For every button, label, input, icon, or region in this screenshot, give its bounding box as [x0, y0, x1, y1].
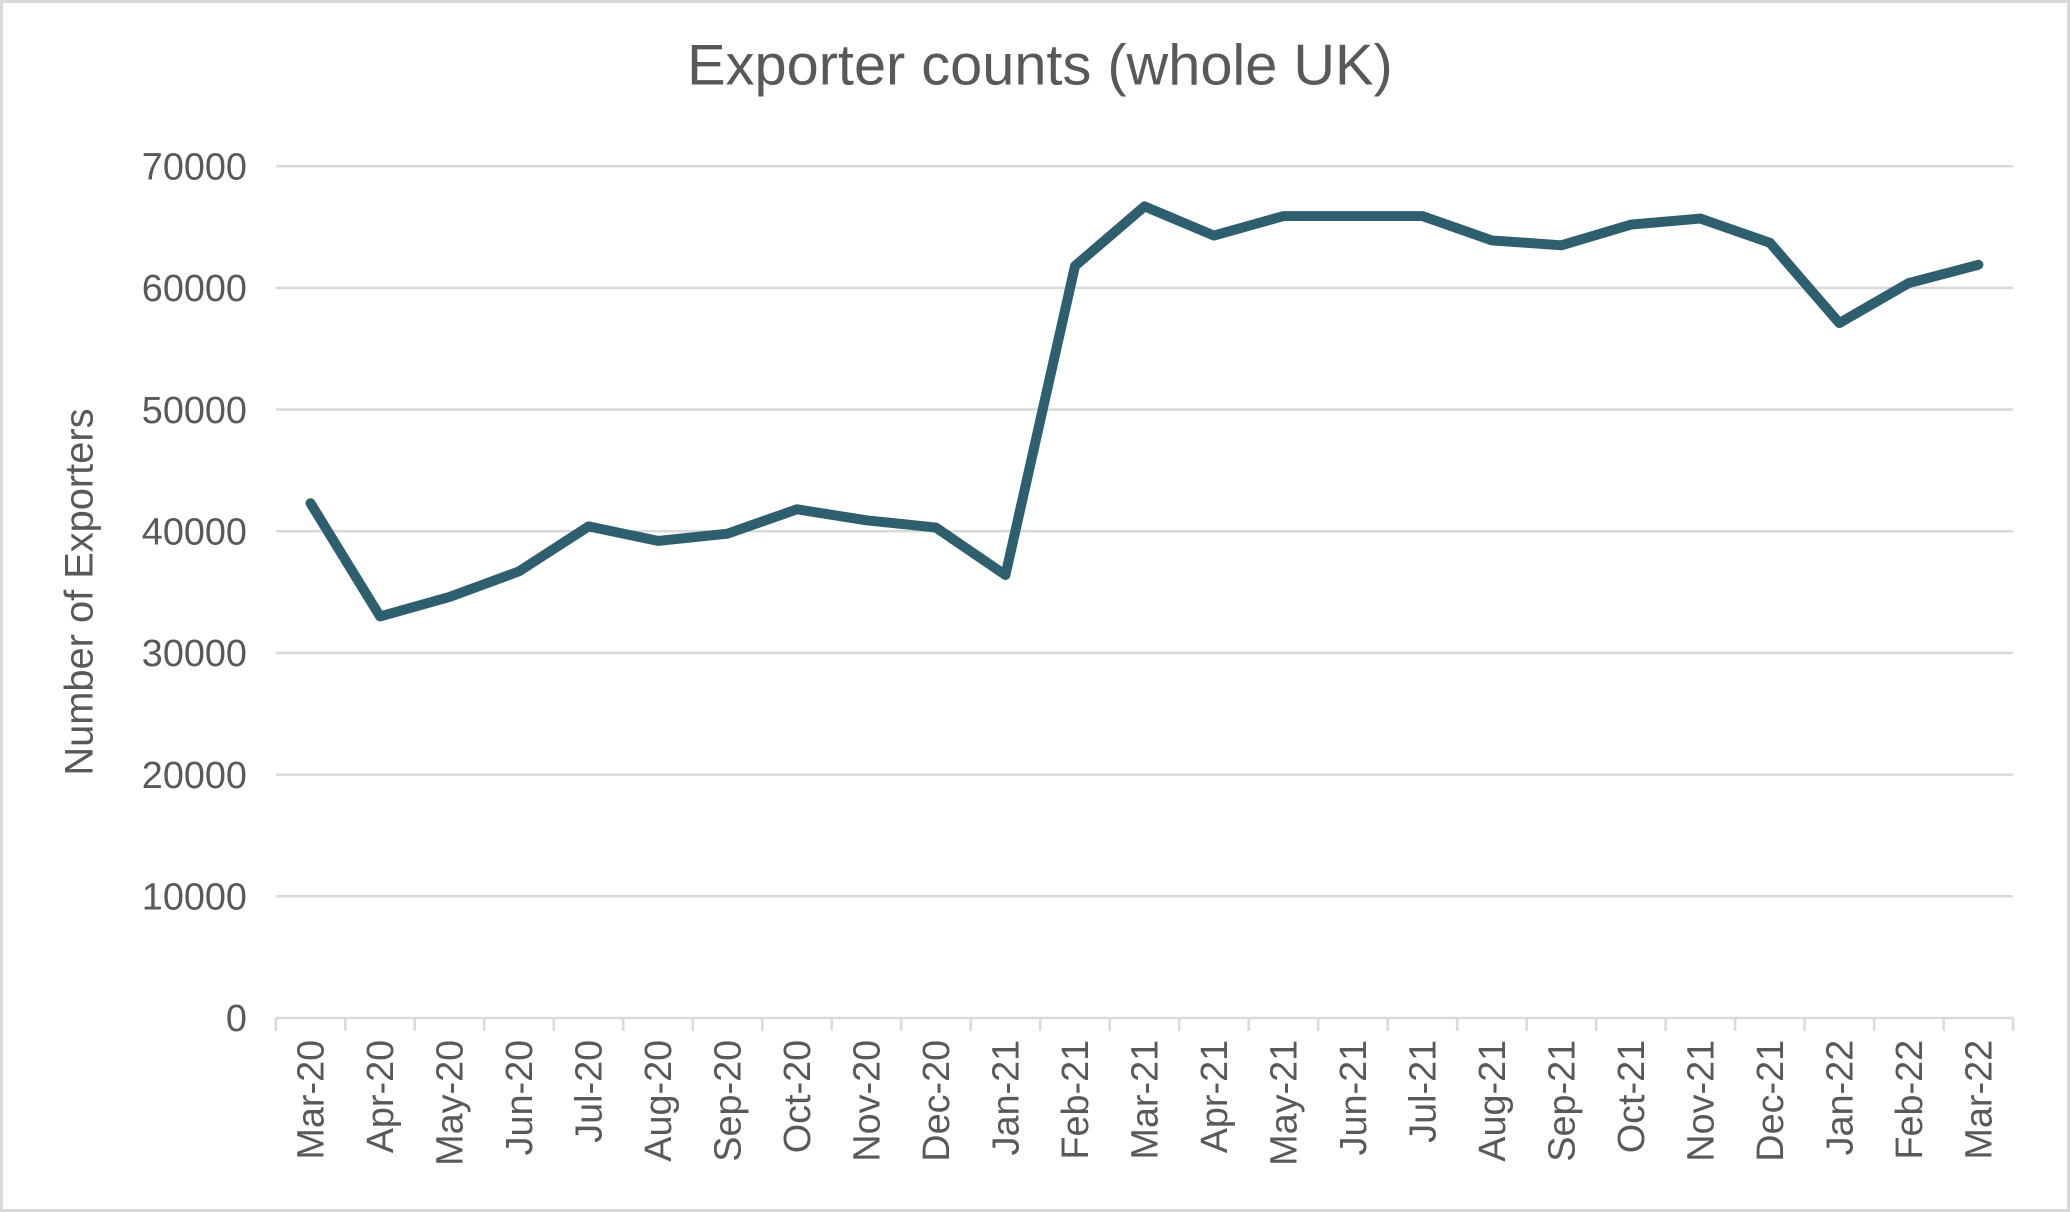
x-tick-label: Nov-20 — [847, 1040, 889, 1162]
y-tick-label: 60000 — [142, 268, 247, 310]
y-tick-label: 40000 — [142, 511, 247, 553]
x-tick-label: May-21 — [1264, 1040, 1306, 1166]
line-chart: 0 10000 20000 30000 40000 50000 60000 70000 Mar… — [58, 34, 2015, 1166]
x-tick-label: Jun-21 — [1333, 1040, 1375, 1156]
x-tick-label: Feb-21 — [1055, 1040, 1097, 1160]
x-tick-label: Aug-20 — [638, 1040, 680, 1162]
x-tick-label: Dec-21 — [1750, 1040, 1792, 1162]
x-tick-label: Sep-21 — [1542, 1040, 1584, 1162]
x-tick-label: Mar-21 — [1125, 1040, 1167, 1160]
x-axis-tick-labels: Mar-20 Apr-20 May-20 Jun-20 Jul-20 Aug-20 Sep-… — [291, 1040, 2001, 1166]
y-tick-label: 30000 — [142, 633, 247, 675]
y-tick-label: 50000 — [142, 390, 247, 432]
x-tick-label: Mar-22 — [1959, 1040, 2001, 1160]
chart-title: Exporter counts (whole UK) — [687, 34, 1393, 98]
data-series — [305, 201, 1984, 622]
x-tick-label: Apr-20 — [360, 1040, 402, 1153]
x-tick-label: Jan-21 — [986, 1040, 1028, 1156]
x-tick-label: Nov-21 — [1681, 1040, 1723, 1162]
y-axis-tick-labels: 0 10000 20000 30000 40000 50000 60000 70000 — [142, 146, 247, 1040]
x-tick-label: Aug-21 — [1472, 1040, 1514, 1162]
y-tick-label: 70000 — [142, 146, 247, 188]
x-axis — [274, 1016, 2015, 1031]
y-axis-title: Number of Exporters — [58, 408, 102, 775]
x-tick-label: May-20 — [430, 1040, 472, 1166]
y-tick-label: 10000 — [142, 877, 247, 919]
x-tick-label: Dec-20 — [916, 1040, 958, 1162]
x-tick-label: Sep-20 — [708, 1040, 750, 1162]
x-tick-label: Jan-22 — [1820, 1040, 1862, 1156]
data-line-number-of-exporters — [305, 201, 1984, 622]
x-tick-label: Jul-21 — [1403, 1040, 1445, 1143]
y-tick-label: 20000 — [142, 755, 247, 797]
x-tick-label: Oct-21 — [1611, 1040, 1653, 1153]
y-tick-label: 0 — [226, 998, 247, 1040]
x-tick-label: Jun-20 — [499, 1040, 541, 1156]
x-tick-label: Jul-20 — [569, 1040, 611, 1143]
x-tick-label: Apr-21 — [1194, 1040, 1236, 1153]
x-tick-label: Mar-20 — [291, 1040, 333, 1160]
x-tick-label: Oct-20 — [777, 1040, 819, 1153]
x-tick-label: Feb-22 — [1889, 1040, 1931, 1160]
gridlines — [275, 164, 2014, 898]
